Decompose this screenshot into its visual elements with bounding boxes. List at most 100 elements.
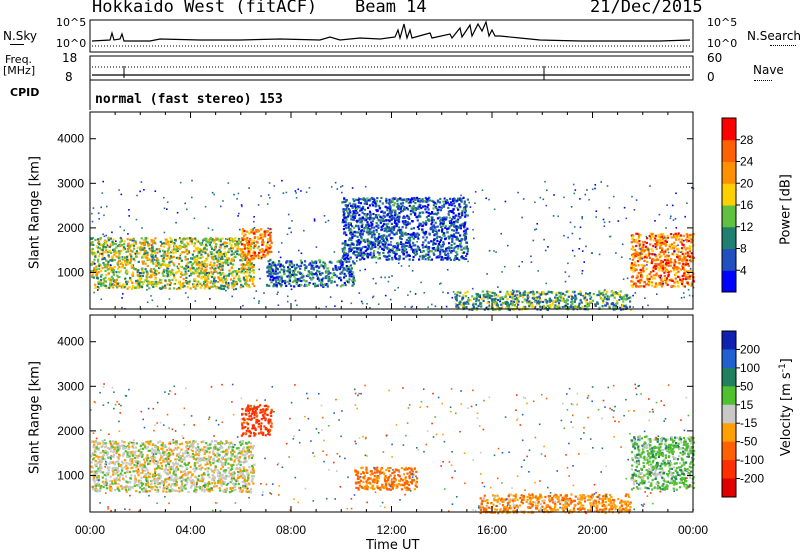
echo-cell [454,246,457,249]
echo-cell [134,268,137,271]
echo-cell [346,252,349,256]
echo-cell [369,214,372,217]
echo-cell [411,235,414,238]
echo-cell [326,275,330,279]
echo-cell [444,218,447,221]
echo-cell [131,287,134,290]
echo-cell [381,247,384,251]
echo-cell [350,270,353,273]
echo-cell [345,260,348,263]
echo-cell [602,294,605,297]
echo-cell [166,201,169,203]
echo-cell [604,289,606,291]
echo-cell [289,269,292,272]
echo-cell [591,188,594,191]
echo-cell [165,238,168,241]
echo-cell [196,257,199,260]
echo-cell [555,294,558,297]
echo-cell [460,245,463,248]
echo-cell [245,270,249,273]
echo-cell [361,207,364,210]
echo-cell [163,231,166,234]
echo-cell [330,261,333,264]
echo-cell [398,262,400,264]
echo-cell [267,194,270,196]
echo-cell [567,306,570,309]
echo-cell [347,215,350,218]
echo-cell [109,244,112,247]
echo-cell [347,226,350,229]
echo-cell [348,275,351,278]
echo-cell [537,300,541,303]
echo-cell [547,246,549,248]
echo-cell [631,195,633,198]
echo-cell [207,271,211,274]
echo-cell [568,275,570,278]
echo-cell [221,266,224,270]
echo-cell [322,284,325,287]
echo-cell [680,259,684,262]
echo-cell [628,296,631,300]
echo-cell [354,205,357,208]
echo-cell [140,276,143,279]
echo-cell [403,233,406,236]
echo-cell [606,185,609,187]
echo-cell [527,302,530,305]
echo-cell [220,273,223,276]
echo-cell [681,252,684,255]
echo-cell [107,255,111,258]
echo-cell [151,256,154,259]
echo-cell [443,197,446,200]
echo-cell [631,237,634,240]
echo-cell [209,238,212,241]
echo-cell [112,286,115,289]
echo-cell [93,268,96,271]
echo-cell [107,236,110,240]
echo-cell [185,265,188,268]
echo-cell [439,226,442,228]
echo-cell [288,271,291,274]
echo-cell [380,216,383,219]
echo-cell [244,233,247,236]
echo-cell [269,259,272,262]
echo-cell [98,247,101,250]
echo-cell [156,251,159,254]
echo-cell [352,211,355,214]
echo-cell [520,308,523,311]
echo-cell [140,280,143,284]
echo-cell [652,239,655,242]
echo-cell [115,240,117,242]
echo-cell [572,183,575,186]
echo-cell [139,486,142,489]
echo-cell [425,253,428,256]
beam-title: Beam 14 [355,0,427,17]
echo-cell [567,236,569,239]
echo-cell [583,261,585,263]
echo-cell [648,252,651,255]
echo-cell [238,253,241,256]
echo-cell [407,201,410,204]
echo-cell [240,243,243,246]
echo-cell [289,273,292,276]
echo-cell [635,232,638,235]
echo-cell [109,237,112,240]
echo-cell [221,264,224,267]
echo-cell [259,277,261,280]
echo-cell [188,266,191,269]
echo-cell [155,282,158,285]
echo-cell [453,258,456,262]
echo-cell [692,286,695,289]
echo-cell [232,280,235,283]
echo-cell [295,266,298,269]
echo-cell [246,260,249,263]
echo-cell [587,293,589,295]
echo-cell [173,264,176,267]
echo-cell [247,478,250,481]
echo-cell [524,305,527,308]
echo-cell [185,282,189,285]
echo-cell [612,306,615,309]
echo-cell [448,225,451,228]
echo-cell [109,259,112,262]
echo-cell [249,258,252,261]
echo-cell [191,179,193,182]
